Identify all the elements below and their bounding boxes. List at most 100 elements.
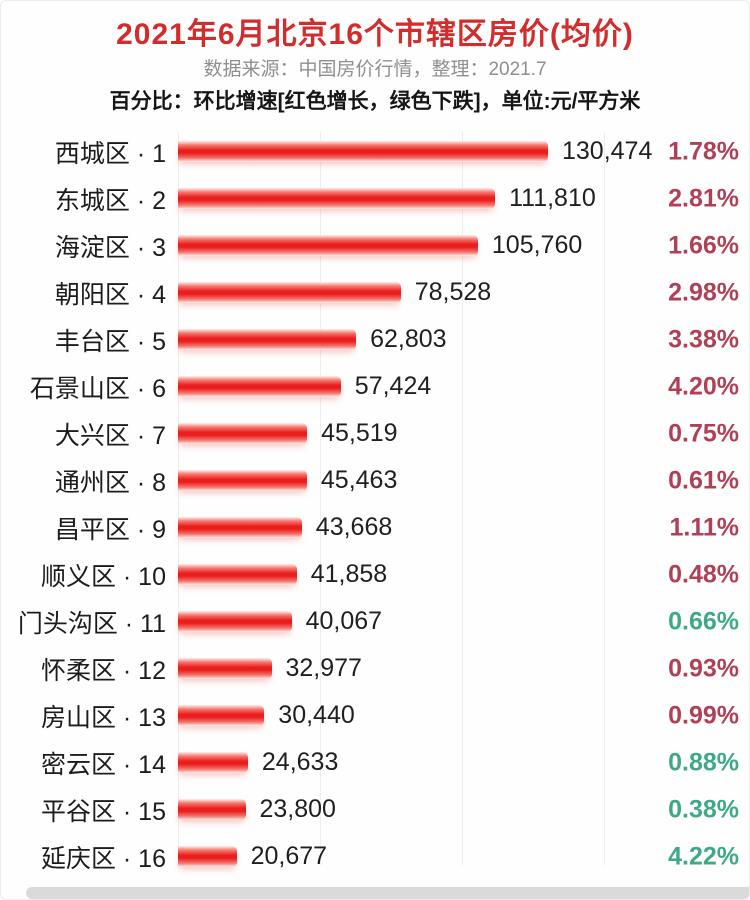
chart-row: 怀柔区 · 12 32,977 0.93% <box>1 645 749 692</box>
chart-row: 东城区 · 2 111,810 2.81% <box>1 175 749 222</box>
chart-row: 通州区 · 8 45,463 0.61% <box>1 457 749 504</box>
chart-row: 丰台区 · 5 62,803 3.38% <box>1 316 749 363</box>
change-percent: 3.38% <box>668 325 739 353</box>
bar-track: 24,633 <box>178 748 749 777</box>
chart-row: 顺义区 · 10 41,858 0.48% <box>1 551 749 598</box>
chart-row: 石景山区 · 6 57,424 4.20% <box>1 363 749 410</box>
chart-row: 西城区 · 1 130,474 1.78% <box>1 128 749 175</box>
chart-row: 大兴区 · 7 45,519 0.75% <box>1 410 749 457</box>
district-label: 东城区 · 2 <box>54 186 166 215</box>
bar-track: 20,677 <box>178 842 749 871</box>
price-bar <box>178 141 548 162</box>
district-label: 通州区 · 8 <box>54 468 166 497</box>
price-value: 45,463 <box>320 466 398 494</box>
price-bar <box>178 799 246 820</box>
price-bar <box>178 752 248 773</box>
price-bar <box>178 470 307 491</box>
price-value: 57,424 <box>354 372 432 400</box>
bar-track: 43,668 <box>178 513 749 542</box>
price-bar <box>178 564 297 585</box>
price-bar <box>178 705 265 726</box>
data-source-note: 数据来源：中国房价行情，整理：2021.7 <box>203 59 547 80</box>
district-label: 顺义区 · 10 <box>40 562 166 591</box>
change-percent: 0.61% <box>668 466 739 494</box>
district-label: 门头沟区 · 11 <box>17 609 166 638</box>
change-percent: 1.11% <box>669 513 739 541</box>
bar-track: 78,528 <box>178 278 749 307</box>
price-value: 78,528 <box>414 278 492 306</box>
price-value: 23,800 <box>259 795 336 823</box>
chart-row: 密云区 · 14 24,633 0.88% <box>1 739 749 786</box>
bar-track: 30,440 <box>178 701 749 730</box>
bar-chart: 西城区 · 1 130,474 1.78% 东城区 · 2 111,810 2.81% 海淀… <box>1 128 749 883</box>
price-value: 105,760 <box>491 231 583 259</box>
price-value: 32,977 <box>285 654 362 682</box>
price-value: 20,677 <box>250 842 328 870</box>
axis-gridline <box>462 132 463 865</box>
district-label: 房山区 · 13 <box>40 703 166 732</box>
price-bar <box>178 517 302 538</box>
price-bar <box>178 846 237 867</box>
chart-row: 门头沟区 · 11 40,067 0.66% <box>1 598 749 645</box>
change-percent: 2.98% <box>668 278 739 306</box>
change-percent: 4.22% <box>668 842 739 870</box>
legend-note: 百分比：环比增速[红色增长，绿色下跌]，单位:元/平方米 <box>109 90 641 113</box>
change-percent: 0.93% <box>668 654 739 682</box>
change-percent: 0.48% <box>668 560 739 588</box>
chart-header: 2021年6月北京16个市辖区房价(均价) 数据来源：中国房价行情，整理：202… <box>1 1 749 114</box>
price-value: 43,668 <box>315 513 393 541</box>
district-label: 延庆区 · 16 <box>40 844 166 873</box>
chart-rows: 西城区 · 1 130,474 1.78% 东城区 · 2 111,810 2.81% 海淀… <box>1 128 749 880</box>
axis-gridline <box>178 132 179 865</box>
district-label: 大兴区 · 7 <box>54 421 166 450</box>
price-value: 24,633 <box>261 748 339 776</box>
price-value: 45,519 <box>321 419 398 447</box>
change-percent: 4.20% <box>668 372 739 400</box>
price-value: 40,067 <box>305 607 383 635</box>
price-value: 111,810 <box>509 184 596 212</box>
change-percent: 1.78% <box>668 137 739 165</box>
price-bar <box>178 423 308 444</box>
district-label: 西城区 · 1 <box>54 139 166 168</box>
change-percent: 0.66% <box>668 607 739 635</box>
price-bar <box>178 658 272 679</box>
district-label: 昌平区 · 9 <box>54 515 166 544</box>
district-label: 密云区 · 14 <box>40 750 166 779</box>
price-bar <box>178 188 496 209</box>
bar-track: 111,810 <box>178 184 749 213</box>
price-bar <box>178 235 478 256</box>
change-percent: 1.66% <box>668 231 739 259</box>
price-bar <box>178 376 341 397</box>
change-percent: 0.75% <box>668 419 739 447</box>
price-value: 62,803 <box>370 325 447 353</box>
page-title: 2021年6月北京16个市辖区房价(均价) <box>116 18 634 51</box>
change-percent: 0.88% <box>668 748 739 776</box>
price-value: 130,474 <box>562 137 653 165</box>
change-percent: 2.81% <box>668 184 739 212</box>
price-value: 41,858 <box>310 560 388 588</box>
price-bar <box>178 611 292 632</box>
change-percent: 0.38% <box>668 795 739 823</box>
chart-row: 海淀区 · 3 105,760 1.66% <box>1 222 749 269</box>
bar-track: 57,424 <box>178 372 749 401</box>
district-label: 平谷区 · 15 <box>40 797 166 826</box>
bar-track: 105,760 <box>178 231 749 260</box>
bar-track: 45,519 <box>178 419 749 448</box>
bar-track: 130,474 <box>178 137 749 166</box>
change-percent: 0.99% <box>668 701 739 729</box>
district-label: 石景山区 · 6 <box>29 374 166 403</box>
axis-gridline <box>320 132 321 865</box>
bar-track: 23,800 <box>178 795 749 824</box>
chart-row: 平谷区 · 15 23,800 0.38% <box>1 786 749 833</box>
axis-gridline <box>604 132 605 865</box>
district-label: 朝阳区 · 4 <box>54 280 166 309</box>
bar-track: 45,463 <box>178 466 749 495</box>
chart-row: 昌平区 · 9 43,668 1.11% <box>1 504 749 551</box>
district-label: 海淀区 · 3 <box>54 233 166 262</box>
district-label: 丰台区 · 5 <box>54 327 166 356</box>
bar-track: 62,803 <box>178 325 749 354</box>
chart-row: 朝阳区 · 4 78,528 2.98% <box>1 269 749 316</box>
bar-track: 41,858 <box>178 560 749 589</box>
price-bar <box>178 329 357 350</box>
